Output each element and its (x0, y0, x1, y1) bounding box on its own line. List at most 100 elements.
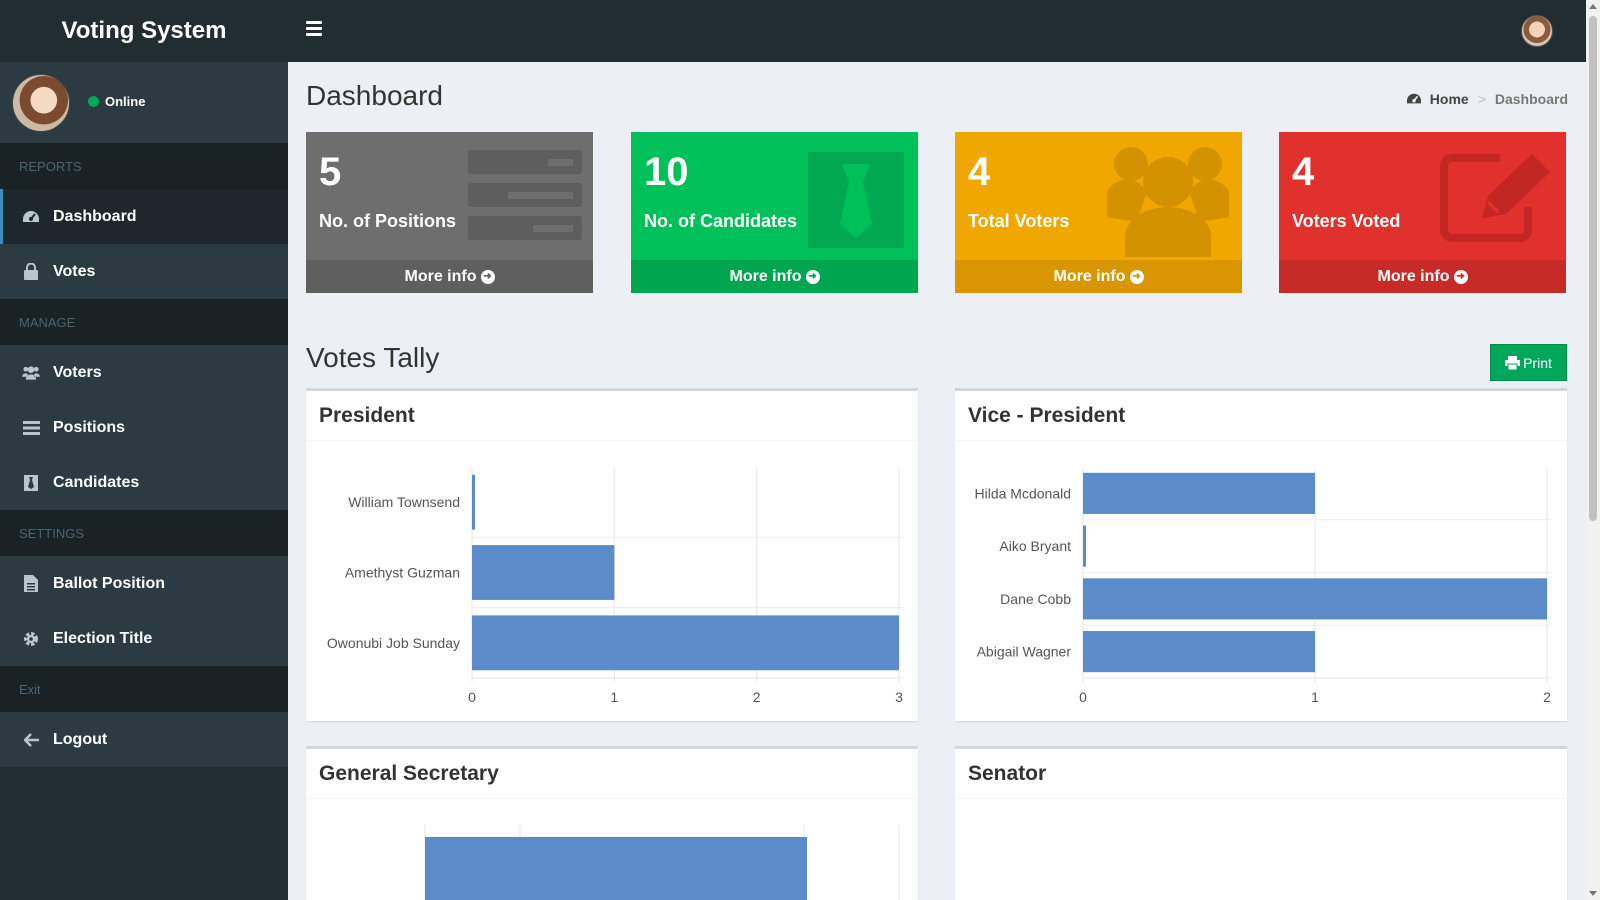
section-header-exit: Exit (0, 666, 288, 712)
top-navbar: Voting System (0, 0, 1586, 62)
chart-box-vice-president: Vice - President 0 1 2 Hilda Mcdonald Aiko B… (955, 388, 1567, 721)
stat-value: 4 (968, 150, 991, 194)
print-button-label: Print (1523, 354, 1552, 371)
bar[interactable] (425, 837, 807, 900)
chart-box-senator: Senator (955, 746, 1567, 900)
breadcrumb: Home > Dashboard (1406, 91, 1568, 107)
stat-value: 10 (644, 150, 689, 194)
stat-box-voters-voted: 4 Voters Voted More info ➜ (1279, 132, 1566, 293)
sidebar-item-label: Positions (53, 418, 126, 436)
sidebar-item-ballot-position[interactable]: Ballot Position (0, 556, 288, 611)
chart-title: General Secretary (306, 749, 918, 799)
scroll-up-icon[interactable] (1589, 4, 1597, 9)
users-icon (1107, 147, 1229, 257)
arrow-circle-right-icon: ➜ (480, 269, 495, 284)
more-info-link[interactable]: More info ➜ (955, 260, 1242, 293)
stat-value: 5 (319, 150, 342, 194)
general-secretary-bar-chart (424, 825, 900, 900)
online-status: Online (88, 94, 145, 109)
x-tick-label: 0 (468, 689, 476, 705)
bar[interactable] (472, 474, 475, 530)
online-dot-icon (88, 96, 99, 107)
section-header-manage: MANAGE (0, 299, 288, 345)
more-info-label: More info (729, 267, 802, 285)
bar[interactable] (472, 615, 899, 671)
brand-logo[interactable]: Voting System (61, 17, 227, 44)
sidebar-item-election-title[interactable]: Election Title (0, 611, 288, 666)
online-status-label: Online (105, 94, 146, 109)
more-info-label: More info (1377, 267, 1450, 285)
more-info-label: More info (1053, 267, 1126, 285)
scrollbar-thumb[interactable] (1589, 16, 1597, 521)
avatar (12, 74, 70, 132)
tie-icon (22, 474, 40, 492)
x-tick-label: 2 (1543, 689, 1551, 705)
sidebar-item-label: Dashboard (53, 207, 137, 225)
file-icon (22, 575, 40, 593)
chart-title: Senator (955, 749, 1567, 799)
sidebar-item-candidates[interactable]: Candidates (0, 455, 288, 510)
bar[interactable] (472, 545, 615, 600)
dashboard-icon (1406, 93, 1421, 104)
breadcrumb-home[interactable]: Home (1406, 91, 1469, 107)
breadcrumb-current: Dashboard (1494, 91, 1568, 107)
arrow-circle-right-icon: ➜ (1129, 269, 1144, 284)
category-label: Owonubi Job Sunday (327, 635, 460, 651)
gear-icon (22, 630, 40, 648)
category-label: Dane Cobb (1000, 591, 1071, 607)
category-label: Hilda Mcdonald (975, 485, 1072, 501)
sidebar-item-label: Voters (53, 363, 102, 381)
more-info-link[interactable]: More info ➜ (1279, 260, 1566, 293)
president-bar-chart: 0 1 2 3 William Townsend Amethyst Guzman Owonu… (327, 467, 903, 705)
chart-title: Vice - President (955, 391, 1567, 441)
bar[interactable] (1083, 472, 1315, 514)
sidebar-item-label: Ballot Position (53, 574, 165, 592)
lock-icon (22, 263, 40, 281)
more-info-label: More info (404, 267, 477, 285)
x-tick-label: 1 (1311, 689, 1319, 705)
sidebar-item-logout[interactable]: Logout (0, 712, 288, 767)
x-tick-label: 1 (610, 689, 618, 705)
bar[interactable] (1083, 525, 1086, 567)
print-button[interactable]: Print (1490, 344, 1567, 381)
user-menu-avatar[interactable] (1521, 15, 1553, 47)
sidebar-item-dashboard[interactable]: Dashboard (0, 189, 288, 244)
print-icon (1505, 355, 1521, 370)
sidebar-item-label: Votes (53, 262, 96, 280)
more-info-link[interactable]: More info ➜ (631, 260, 918, 293)
section-header-settings: SETTINGS (0, 510, 288, 556)
tasks-icon (468, 150, 582, 240)
dashboard-icon (22, 208, 40, 226)
more-info-link[interactable]: More info ➜ (306, 260, 593, 293)
arrow-left-icon (22, 731, 40, 749)
sidebar-item-label: Election Title (53, 629, 153, 647)
stat-label: Voters Voted (1292, 211, 1401, 231)
users-icon (22, 364, 40, 382)
stat-label: No. of Positions (319, 211, 456, 231)
tie-icon (808, 152, 904, 248)
list-icon (22, 419, 40, 437)
stat-box-candidates: 10 No. of Candidates More info ➜ (631, 132, 918, 293)
section-header-reports: REPORTS (0, 143, 288, 189)
sidebar-item-label: Candidates (53, 473, 140, 491)
breadcrumb-separator: > (1477, 91, 1486, 107)
page-scrollbar[interactable] (1586, 0, 1600, 900)
sidebar-item-votes[interactable]: Votes (0, 244, 288, 299)
stat-label: Total Voters (968, 211, 1070, 231)
chart-box-president: President 0 1 2 3 William Townsend Amethyst G… (306, 388, 918, 721)
arrow-circle-right-icon: ➜ (805, 269, 820, 284)
x-tick-label: 3 (895, 689, 903, 705)
category-label: Aiko Bryant (999, 538, 1071, 554)
bar[interactable] (1083, 631, 1315, 673)
arrow-circle-right-icon: ➜ (1453, 269, 1468, 284)
sidebar-item-voters[interactable]: Voters (0, 345, 288, 400)
breadcrumb-home-label: Home (1429, 91, 1469, 107)
sidebar-item-positions[interactable]: Positions (0, 400, 288, 455)
stat-box-positions: 5 No. of Positions More info ➜ (306, 132, 593, 293)
bar[interactable] (1083, 578, 1547, 620)
sidebar-toggle-icon[interactable] (306, 21, 322, 37)
scroll-down-icon[interactable] (1589, 891, 1597, 896)
page-title: Dashboard (306, 80, 443, 111)
category-label: Amethyst Guzman (345, 565, 460, 581)
x-tick-label: 0 (1079, 689, 1087, 705)
